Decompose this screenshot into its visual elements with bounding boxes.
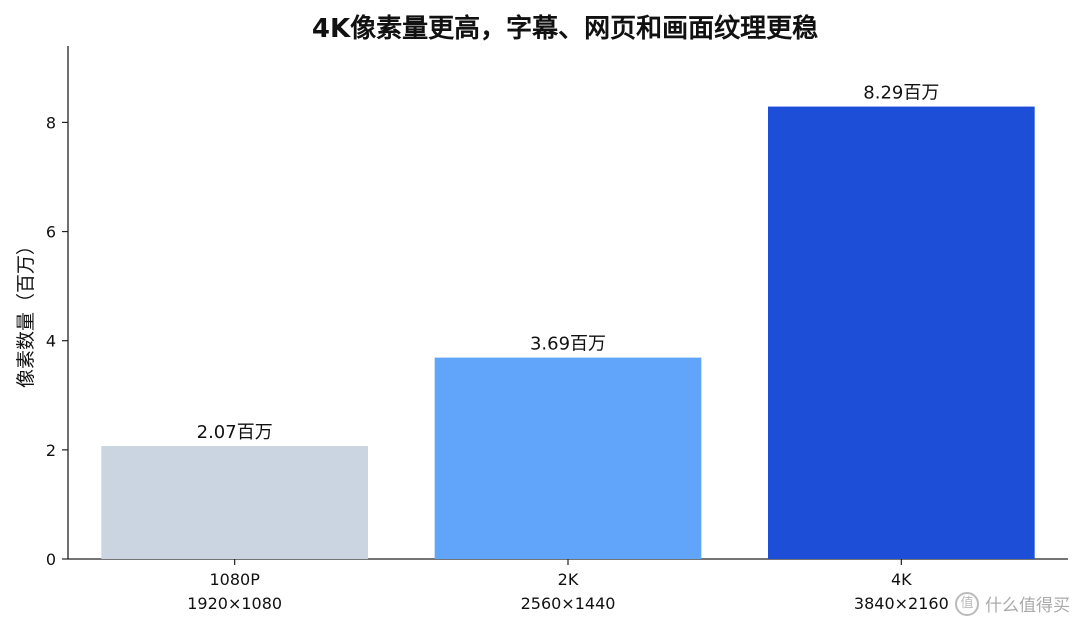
data-labels: 2.07百万 3.69百万 8.29百万: [197, 83, 940, 443]
bar-4k: [768, 106, 1035, 559]
y-tick-label: 4: [46, 332, 56, 351]
chart-title: 4K像素量更高，字幕、网页和画面纹理更稳: [311, 14, 819, 44]
y-tick-label: 2: [46, 441, 56, 460]
data-label: 2.07百万: [197, 422, 273, 443]
x-tick-label: 2K: [558, 570, 579, 589]
watermark: 值 什么值得买: [955, 591, 1070, 616]
bars: [101, 106, 1035, 559]
data-label: 8.29百万: [863, 83, 939, 104]
y-tick-label: 6: [46, 223, 56, 242]
zhi-icon: 值: [955, 591, 979, 616]
data-label: 3.69百万: [530, 334, 606, 355]
x-tick-label: 4K: [891, 570, 912, 589]
x-tick-sublabel: 1920×1080: [187, 594, 282, 613]
watermark-text: 什么值得买: [985, 596, 1070, 616]
bar-2k: [434, 357, 702, 559]
x-tick-label: 1080P: [209, 570, 260, 589]
x-tick-sublabel: 3840×2160: [854, 594, 949, 613]
x-tick-sublabel: 2560×1440: [521, 594, 616, 613]
bar-1080p: [101, 446, 368, 559]
y-tick-label: 0: [46, 550, 56, 569]
y-axis-label: 像素数量（百万）: [15, 236, 37, 388]
y-axis: 0 2 4 6 8: [46, 46, 69, 569]
y-tick-label: 8: [46, 113, 56, 132]
x-axis: 1080P 1920×1080 2K 2560×1440 4K 3840×2160: [68, 558, 1068, 613]
